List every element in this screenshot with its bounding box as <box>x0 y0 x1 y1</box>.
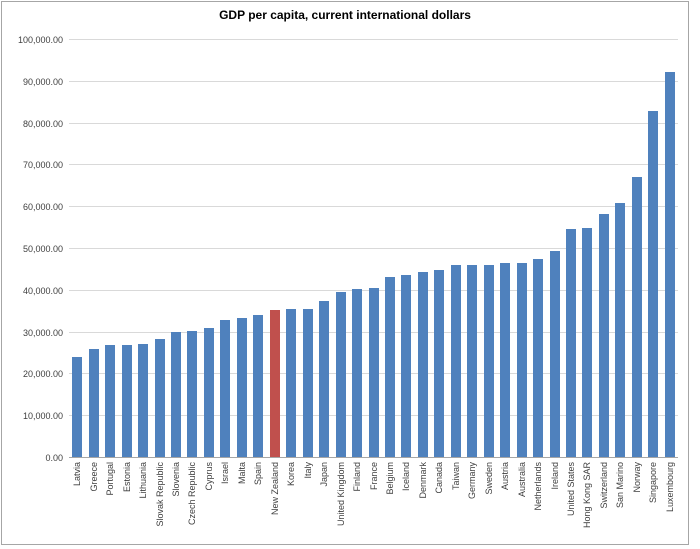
x-axis-line <box>69 457 678 458</box>
chart-frame: GDP per capita, current international do… <box>1 1 689 545</box>
x-axis-label: United States <box>566 462 576 517</box>
x-axis-label: Sweden <box>483 462 494 495</box>
x-axis-label: Taiwan <box>450 462 461 491</box>
bar-spain <box>253 314 264 457</box>
bar-taiwan <box>450 265 461 457</box>
x-axis-label: Israel <box>220 462 231 485</box>
bar-italy <box>302 308 313 457</box>
x-axis-label: Luxembourg <box>664 462 675 513</box>
y-axis-label: 0.00 <box>45 453 63 463</box>
bar-luxembourg <box>664 72 675 457</box>
x-axis-label: Italy <box>302 462 313 479</box>
bar-belgium <box>384 277 395 457</box>
gridline <box>69 39 678 40</box>
x-axis-label: Hong Kong SAR <box>582 462 593 529</box>
y-axis-label: 70,000.00 <box>22 160 63 171</box>
gridline <box>69 248 678 249</box>
x-axis-label: Slovenia <box>170 462 181 497</box>
x-axis-label: Denmark <box>417 462 428 499</box>
bar-cyprus <box>203 327 214 457</box>
x-axis-label: Malta <box>236 462 247 485</box>
gridline <box>69 80 678 82</box>
bar-slovenia <box>170 332 181 457</box>
x-axis-label: Lithuania <box>138 462 149 499</box>
bar-israel <box>220 320 231 457</box>
bar-ireland <box>549 250 560 457</box>
x-axis-label: Cyprus <box>203 462 214 491</box>
bar-estonia <box>121 344 132 457</box>
bar-san-marino <box>615 203 626 457</box>
y-axis-label: 40,000.00 <box>22 285 63 296</box>
bar-finland <box>352 288 363 457</box>
y-axis-label: 90,000.00 <box>22 76 63 87</box>
bar-norway <box>631 177 642 457</box>
bar-hong-kong-sar <box>582 228 593 457</box>
x-axis-label: Greece <box>88 462 99 492</box>
x-axis-label: Canada <box>434 462 445 494</box>
x-axis-label: Latvia <box>72 462 83 487</box>
bar-sweden <box>483 264 494 457</box>
x-axis-label: Iceland <box>401 462 412 492</box>
x-axis-label: Switzerland <box>598 462 609 509</box>
x-axis-label: Slovak Republic <box>154 462 165 527</box>
x-axis-label: Norway <box>631 462 642 493</box>
gridline <box>69 206 678 208</box>
bar-singapore <box>648 110 659 457</box>
bar-slovak-republic <box>154 339 165 457</box>
bar-lithuania <box>138 344 149 457</box>
bar-germany <box>467 265 478 457</box>
x-axis-label: Japan <box>319 462 330 487</box>
y-axis-label: 20,000.00 <box>22 369 63 380</box>
bar-canada <box>434 269 445 457</box>
bar-malta <box>236 318 247 457</box>
bar-iceland <box>401 274 412 457</box>
x-axis-label: New Zealand <box>269 462 280 516</box>
x-axis-label: Czech Republic <box>187 462 198 526</box>
y-axis-label: 60,000.00 <box>22 202 63 213</box>
x-axis-label: Austria <box>500 462 511 491</box>
x-axis-label: Germany <box>467 462 478 500</box>
y-axis-label: 30,000.00 <box>22 327 63 338</box>
x-axis-label: Spain <box>253 462 264 486</box>
y-axis-label: 100,000.00 <box>17 35 63 45</box>
bar-latvia <box>72 357 83 457</box>
bar-czech-republic <box>187 331 198 457</box>
bar-united-states <box>566 228 576 457</box>
x-axis-label: Australia <box>516 462 527 498</box>
x-axis-label: Portugal <box>105 462 116 496</box>
x-axis-label: Ireland <box>549 462 560 490</box>
x-axis-label: Finland <box>352 462 363 492</box>
bar-austria <box>500 263 511 457</box>
x-axis-label: Belgium <box>384 462 395 495</box>
bar-france <box>368 288 379 457</box>
gridline <box>69 164 678 166</box>
bar-japan <box>319 300 330 457</box>
chart-title: GDP per capita, current international do… <box>219 8 471 22</box>
bar-greece <box>88 348 99 457</box>
x-axis-label: Singapore <box>648 462 659 504</box>
bar-portugal <box>105 345 116 457</box>
bar-new-zealand <box>269 309 280 457</box>
x-axis-label: France <box>368 462 379 491</box>
gridline <box>69 122 678 124</box>
x-axis-label: Netherlands <box>533 462 544 511</box>
bar-denmark <box>417 271 428 457</box>
bar-australia <box>516 263 527 457</box>
bar-switzerland <box>598 214 609 457</box>
bar-korea <box>286 309 297 457</box>
bar-netherlands <box>533 258 544 457</box>
y-axis-label: 50,000.00 <box>22 244 63 254</box>
x-axis-label: Estonia <box>121 462 132 493</box>
y-axis-label: 10,000.00 <box>22 411 63 422</box>
x-axis-label: Korea <box>286 462 297 487</box>
bar-united-kingdom <box>335 291 346 457</box>
y-axis-label: 80,000.00 <box>22 118 63 129</box>
x-axis-label: United Kingdom <box>335 462 346 527</box>
x-axis-label: San Marino <box>615 462 626 509</box>
